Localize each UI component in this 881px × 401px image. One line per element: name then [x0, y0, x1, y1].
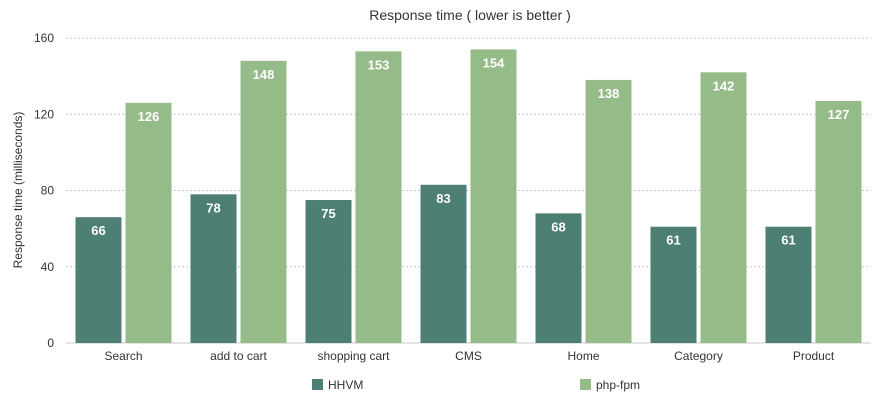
chart-title: Response time ( lower is better ): [369, 7, 571, 23]
data-label: 154: [483, 55, 505, 70]
legend-swatch: [312, 379, 323, 390]
data-label: 66: [91, 223, 105, 238]
legend-label: php-fpm: [596, 378, 640, 392]
x-tick-label: Home: [567, 349, 599, 363]
y-tick-label: 160: [34, 31, 54, 45]
data-label: 75: [321, 206, 335, 221]
bar-php-fpm: [700, 72, 747, 343]
bar-php-fpm: [125, 102, 172, 343]
x-tick-label: Search: [104, 349, 142, 363]
data-label: 61: [781, 233, 795, 248]
y-tick-label: 40: [41, 260, 55, 274]
bar-hhvm: [535, 213, 582, 343]
data-label: 61: [666, 233, 680, 248]
bar-hhvm: [650, 226, 697, 343]
x-axis-ticks: Search add to cart shopping cart CMS Home Cat…: [104, 349, 834, 363]
x-tick-label: shopping cart: [317, 349, 390, 363]
data-label: 148: [253, 67, 275, 82]
bar-php-fpm: [355, 51, 402, 343]
legend-label: HHVM: [328, 378, 363, 392]
data-label: 138: [598, 86, 620, 101]
legend-swatch: [580, 379, 591, 390]
data-label: 83: [436, 191, 450, 206]
data-label: 78: [206, 200, 220, 215]
grid-lines: [66, 37, 871, 344]
y-axis-label: Response time (milliseconds): [11, 112, 25, 269]
y-tick-label: 0: [47, 336, 54, 350]
x-tick-label: Category: [674, 349, 723, 363]
x-tick-label: Product: [793, 349, 835, 363]
bar-hhvm: [305, 200, 352, 343]
bar-hhvm: [75, 217, 122, 343]
data-label: 153: [368, 57, 390, 72]
data-labels: 66 126 78 148 75 153 83 154 68 138 61 142 61 127: [91, 55, 849, 247]
x-tick-label: CMS: [455, 349, 482, 363]
bar-hhvm: [765, 226, 812, 343]
bar-php-fpm: [585, 79, 632, 343]
legend: HHVM php-fpm: [312, 378, 640, 392]
bar-php-fpm: [240, 60, 287, 343]
bar-hhvm: [420, 184, 467, 343]
data-label: 68: [551, 219, 565, 234]
data-label: 126: [138, 109, 160, 124]
data-label: 127: [828, 107, 850, 122]
bar-hhvm: [190, 194, 237, 343]
bars: [75, 49, 862, 343]
x-tick-label: add to cart: [210, 349, 267, 363]
y-tick-label: 120: [34, 107, 54, 121]
y-axis-ticks: 0 40 80 120 160: [34, 31, 54, 350]
y-tick-label: 80: [41, 184, 55, 198]
bar-php-fpm: [815, 100, 862, 343]
bar-php-fpm: [470, 49, 517, 343]
data-label: 142: [713, 78, 735, 93]
